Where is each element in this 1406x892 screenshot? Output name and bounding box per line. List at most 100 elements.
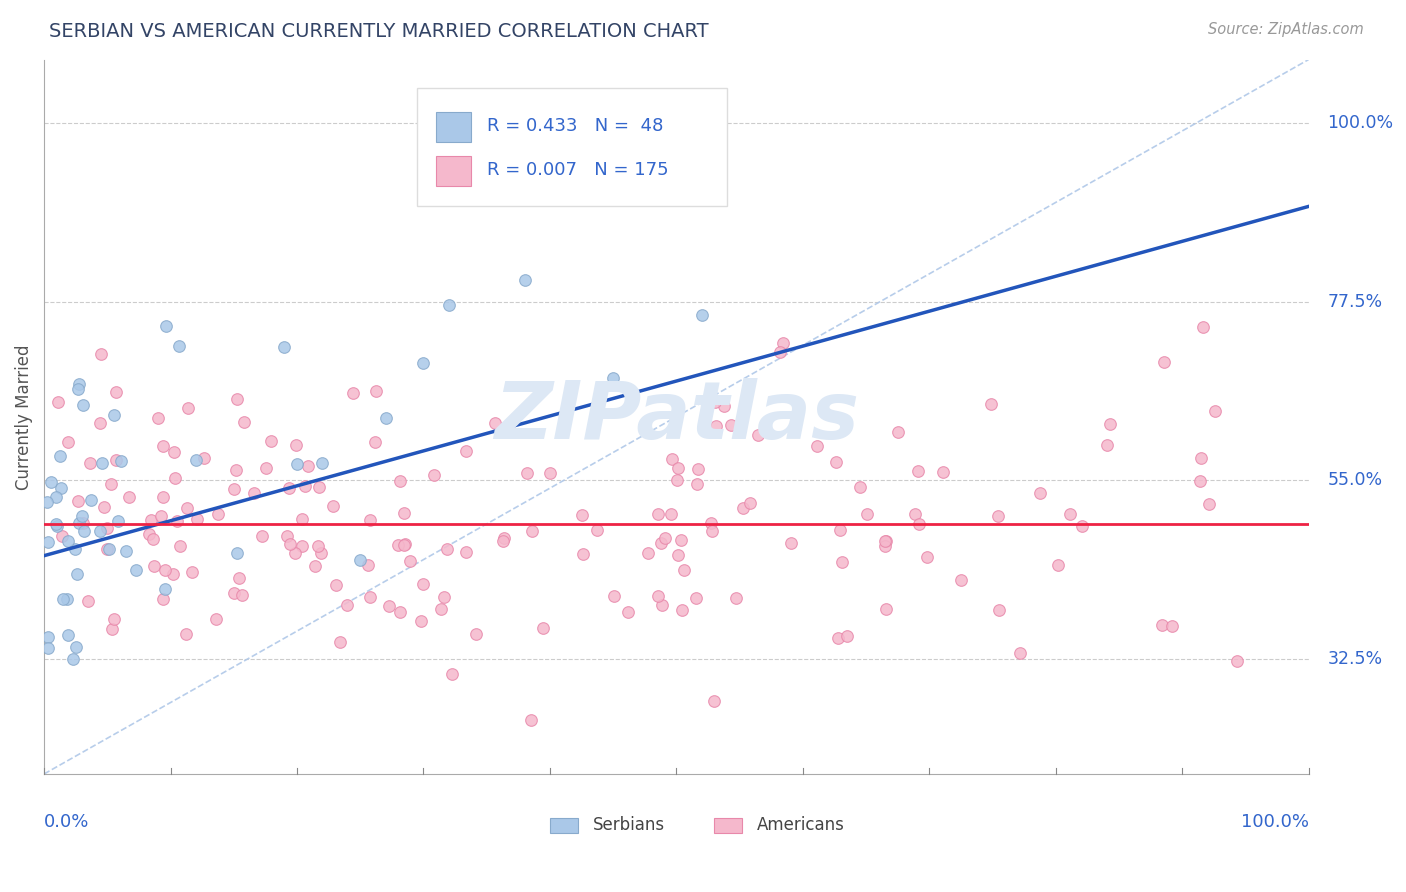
Point [666,474,689,488]
Point [1098,417,1121,432]
Point [165,471,187,485]
Point [454,545,477,559]
Point [830,523,852,537]
Point [105,453,128,467]
Point [484,416,506,430]
Point [294,479,316,493]
Point [856,508,879,522]
Point [572,547,595,561]
Point [738,496,761,510]
Point [141,513,163,527]
Point [232,415,254,429]
Point [138,526,160,541]
Point [204,612,226,626]
Point [1046,558,1069,573]
Point [713,399,735,413]
Text: 55.0%: 55.0% [1327,471,1382,490]
Point [769,345,792,359]
Point [437,298,460,312]
Point [285,457,308,471]
Point [51,529,73,543]
Point [150,508,173,523]
Point [886,425,908,439]
Point [67,516,90,530]
Point [193,450,215,465]
Text: 100.0%: 100.0% [1240,814,1309,831]
Text: Source: ZipAtlas.com: Source: ZipAtlas.com [1208,22,1364,37]
Point [831,555,853,569]
Point [666,548,689,562]
Point [671,602,693,616]
Point [181,566,204,580]
Point [731,500,754,515]
Text: Americans: Americans [758,816,845,834]
Point [105,385,128,400]
Point [73,524,96,538]
Point [849,480,872,494]
Point [89,417,111,431]
Point [284,546,307,560]
Point [176,500,198,515]
Point [875,533,897,548]
Point [394,537,416,551]
Point [37,630,59,644]
Point [917,549,939,564]
Point [63,542,86,557]
Point [772,335,794,350]
Point [67,382,90,396]
Point [827,631,849,645]
Point [142,532,165,546]
Point [673,563,696,577]
Point [602,589,624,603]
Point [110,453,132,467]
Point [363,434,385,449]
Point [51,481,73,495]
Point [1198,497,1220,511]
Point [254,460,277,475]
Point [907,517,929,532]
Point [66,567,89,582]
Point [1189,451,1212,466]
Point [311,456,333,470]
Point [430,602,453,616]
Point [70,509,93,524]
Point [1150,618,1173,632]
Point [103,409,125,423]
Point [77,594,100,608]
Point [336,598,359,612]
Point [304,558,326,573]
Point [388,474,411,488]
FancyBboxPatch shape [418,88,727,206]
Point [56,533,79,548]
Point [169,339,191,353]
Point [98,542,121,557]
Point [177,401,200,416]
Point [58,628,80,642]
Point [148,411,170,425]
Point [980,397,1002,411]
Point [35,495,58,509]
Point [356,558,378,573]
Point [531,621,554,635]
Point [322,499,344,513]
Point [155,582,177,596]
Point [162,566,184,581]
Point [494,531,516,545]
Point [703,395,725,409]
Point [62,652,84,666]
Point [835,629,858,643]
Point [276,529,298,543]
Point [152,439,174,453]
Point [90,457,112,471]
Point [162,445,184,459]
Point [412,577,434,591]
Point [342,385,364,400]
Point [243,486,266,500]
Point [669,533,692,548]
Bar [714,818,742,833]
Point [96,521,118,535]
Point [585,523,607,537]
Point [37,640,59,655]
Point [186,511,208,525]
Point [93,500,115,514]
